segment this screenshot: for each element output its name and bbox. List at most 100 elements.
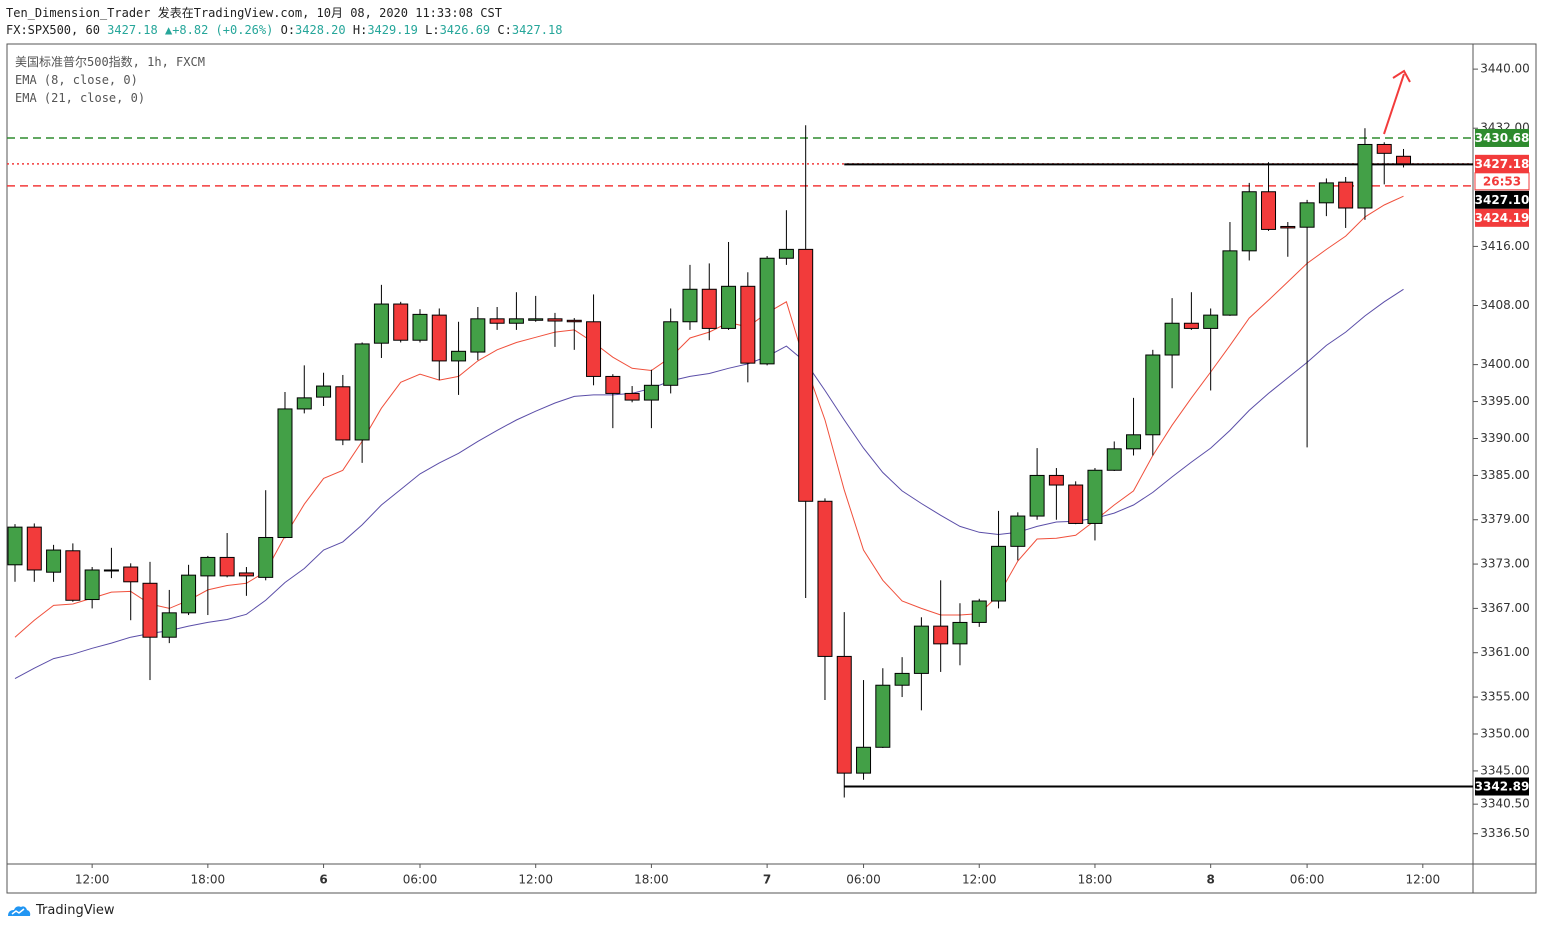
- x-tick-label: 12:00: [518, 873, 553, 887]
- change: +8.82 (+0.26%): [172, 23, 274, 37]
- x-tick-label: 06:00: [403, 873, 438, 887]
- x-tick-label: 18:00: [191, 873, 226, 887]
- arrow: ▲: [164, 23, 173, 37]
- y-tick-label: 3416.00: [1480, 239, 1530, 253]
- x-tick-label: 18:00: [634, 873, 669, 887]
- candle-body: [200, 556, 216, 577]
- x-tick-label: 18:00: [1078, 873, 1113, 887]
- candle-body: [547, 318, 563, 322]
- candle-body: [316, 385, 332, 398]
- ohlc-value: 3428.20: [295, 23, 346, 37]
- candle-body: [181, 574, 197, 614]
- y-tick-label: 3379.00: [1480, 512, 1530, 526]
- candle-body: [682, 288, 698, 323]
- candle-body: [46, 549, 62, 573]
- candle-body: [1241, 191, 1257, 252]
- candle-body: [1376, 143, 1392, 154]
- candle-body: [1338, 181, 1354, 209]
- ohlc-value: 3426.69: [439, 23, 491, 37]
- candle-body: [894, 672, 910, 686]
- ohlc-key: C:: [497, 23, 512, 37]
- y-tick-label: 3440.00: [1480, 62, 1530, 76]
- legend: 美国标准普尔500指数, 1h, FXCM EMA (8, close, 0) EM…: [15, 53, 205, 107]
- logo: TradingView: [6, 903, 115, 918]
- candle-body: [373, 303, 389, 344]
- candle-body: [431, 314, 447, 362]
- candle-body: [1318, 182, 1334, 204]
- price-axis: 3440.003432.003416.003408.003400.003395.…: [75, 62, 1530, 887]
- x-tick-label: 12:00: [962, 873, 997, 887]
- x-tick-label: 06:00: [846, 873, 881, 887]
- candle-body: [508, 318, 524, 324]
- candle-body: [933, 625, 949, 645]
- candle-body: [1164, 322, 1180, 356]
- y-tick-label: 3340.50: [1480, 797, 1530, 811]
- candle-body: [7, 526, 23, 566]
- price-label: 3427.18: [1475, 157, 1530, 171]
- header: Ten_Dimension_Trader 发表在TradingView.com,…: [6, 5, 562, 39]
- x-tick-label: 8: [1206, 873, 1214, 887]
- candle-body: [913, 625, 929, 674]
- y-tick-label: 3336.50: [1480, 826, 1530, 840]
- candle-body: [65, 550, 81, 601]
- price-label: 3430.68: [1475, 131, 1530, 145]
- candle-body: [103, 569, 119, 572]
- y-tick-label: 3395.00: [1480, 394, 1530, 408]
- candle-body: [238, 572, 254, 577]
- candle-body: [1183, 322, 1199, 329]
- candle-body: [84, 569, 100, 601]
- y-tick-label: 3385.00: [1480, 468, 1530, 482]
- plot: [7, 125, 1473, 798]
- price-label-bg: [1475, 777, 1529, 796]
- candle-body: [740, 285, 756, 364]
- ohlc-key: H:: [352, 23, 368, 37]
- candle-body: [26, 526, 42, 571]
- x-tick-label: 7: [763, 873, 771, 887]
- candle-body: [721, 285, 737, 329]
- candle-body: [528, 318, 544, 321]
- y-tick-label: 3355.00: [1480, 690, 1530, 704]
- candle-body: [566, 319, 582, 323]
- candle-body: [991, 545, 1007, 602]
- candle-body: [277, 408, 293, 538]
- price-label-bg: [1475, 190, 1529, 209]
- candle-body: [856, 746, 872, 774]
- candle-body: [1357, 143, 1373, 209]
- candle-body: [643, 384, 659, 401]
- candle-body: [393, 303, 409, 341]
- candle-body: [1010, 515, 1026, 547]
- price-label-bg: [1475, 208, 1529, 227]
- price-label: 3427.10: [1475, 193, 1530, 207]
- candle-body: [1068, 484, 1084, 524]
- legend-series: EMA (8, close, 0) EMA (21, close, 0): [15, 71, 205, 107]
- candle-body: [817, 500, 833, 657]
- candle-body: [1145, 354, 1161, 436]
- x-tick-label: 06:00: [1290, 873, 1325, 887]
- candle-body: [470, 318, 486, 353]
- y-tick-label: 3408.00: [1480, 298, 1530, 312]
- candle-body: [1029, 474, 1045, 517]
- candle-body: [161, 612, 177, 638]
- y-tick-label: 3373.00: [1480, 557, 1530, 571]
- candle-body: [142, 582, 158, 638]
- candle-body: [412, 313, 428, 341]
- chart: 3440.003432.003416.003408.003400.003395.…: [6, 43, 1537, 894]
- candle-body: [1126, 434, 1142, 450]
- candle-body: [663, 321, 679, 386]
- candle-body: [1087, 469, 1103, 524]
- candle-body: [1299, 202, 1315, 228]
- candle-body: [586, 321, 602, 377]
- candle-body: [952, 621, 968, 645]
- candle-body: [1048, 474, 1064, 486]
- candle-body: [624, 392, 640, 401]
- candle-body: [489, 318, 505, 324]
- candle-body: [971, 600, 987, 623]
- ohlc-key: L:: [425, 23, 440, 37]
- ohlc-value: 3427.18: [511, 23, 563, 37]
- arrow-shaft: [1383, 73, 1405, 135]
- candle-body: [296, 397, 312, 410]
- candle-body: [219, 556, 235, 577]
- arrow-head: [1392, 69, 1411, 83]
- candle-body: [605, 375, 621, 394]
- candle-body: [778, 248, 794, 259]
